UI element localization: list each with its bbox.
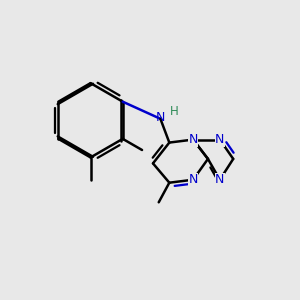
Text: N: N: [156, 111, 165, 124]
Text: H: H: [169, 105, 178, 118]
Text: N: N: [188, 173, 198, 186]
Text: N: N: [215, 173, 224, 186]
Text: N: N: [215, 133, 224, 146]
Text: N: N: [188, 133, 198, 146]
